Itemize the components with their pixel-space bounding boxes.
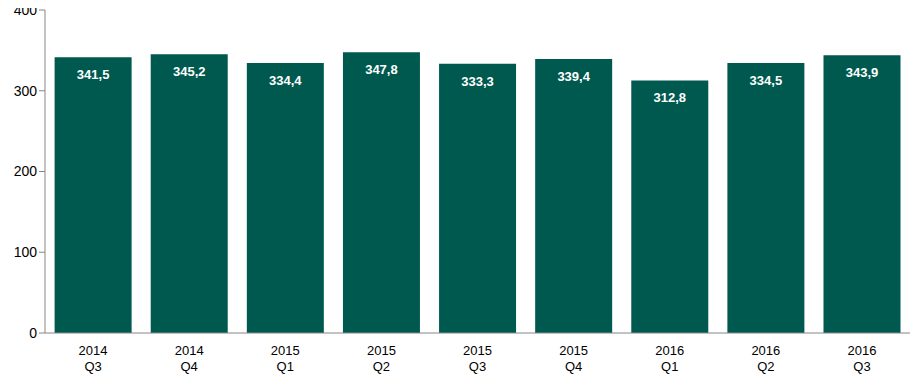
- svg-text:347,8: 347,8: [365, 62, 398, 77]
- svg-text:333,3: 333,3: [461, 74, 494, 89]
- svg-text:400: 400: [14, 2, 38, 18]
- svg-text:334,5: 334,5: [750, 73, 783, 88]
- svg-text:300: 300: [14, 83, 38, 99]
- svg-text:2014Q3: 2014Q3: [79, 343, 108, 374]
- svg-text:2015Q1: 2015Q1: [271, 343, 300, 374]
- svg-text:2016Q3: 2016Q3: [847, 343, 876, 374]
- svg-text:2016Q1: 2016Q1: [655, 343, 684, 374]
- svg-text:2014Q4: 2014Q4: [175, 343, 204, 374]
- svg-text:345,2: 345,2: [173, 64, 206, 79]
- svg-text:2016Q2: 2016Q2: [751, 343, 780, 374]
- svg-text:100: 100: [14, 244, 38, 260]
- svg-text:0: 0: [29, 325, 37, 341]
- svg-text:2015Q2: 2015Q2: [367, 343, 396, 374]
- svg-text:343,9: 343,9: [846, 65, 879, 80]
- svg-text:2015Q3: 2015Q3: [463, 343, 492, 374]
- svg-text:339,4: 339,4: [557, 69, 590, 84]
- svg-text:334,4: 334,4: [269, 73, 302, 88]
- svg-text:312,8: 312,8: [654, 90, 687, 105]
- svg-text:200: 200: [14, 163, 38, 179]
- svg-text:2015Q4: 2015Q4: [559, 343, 588, 374]
- svg-text:341,5: 341,5: [77, 67, 110, 82]
